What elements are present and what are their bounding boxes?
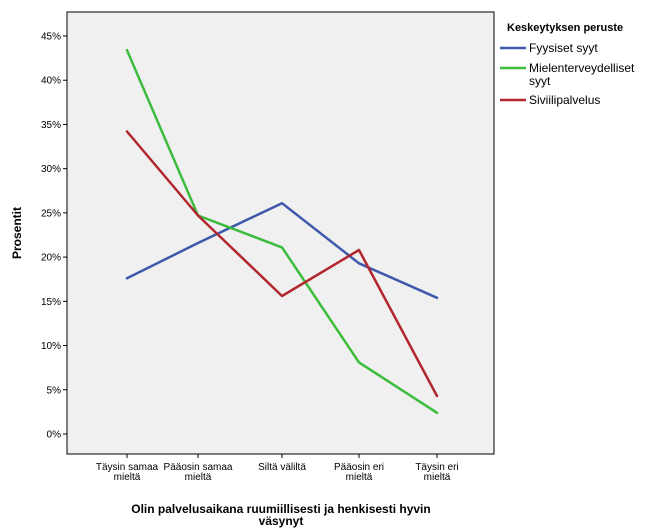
legend-label: Fyysiset syyt [529, 41, 598, 55]
plot-area [66, 11, 495, 455]
x-tick-label-line: Siltä väliltä [258, 462, 306, 473]
y-tick-label: 40% [41, 76, 61, 87]
x-tick-label-line: mieltä [346, 472, 373, 483]
y-tick-label: 35% [41, 120, 61, 131]
y-tick-label: 0% [47, 430, 62, 441]
y-tick-label: 45% [41, 32, 61, 43]
series-line-3 [125, 130, 439, 398]
legend-label-line: Fyysiset syyt [529, 41, 598, 55]
y-tick-label: 25% [41, 208, 61, 219]
legend-entry: Mielenterveydelliset syyt [500, 61, 635, 88]
x-tick-label: Pääosin eri mieltä [334, 462, 384, 483]
x-axis-title: Olin palvelusaikana ruumiillisesti ja he… [131, 502, 430, 528]
x-tick-label-line: Pääosin samaa [164, 462, 233, 473]
y-axis: 0% 5% 10% 15% 20% 25% 30% 35% 40% 45% [41, 32, 67, 441]
series-line-2 [125, 48, 439, 415]
legend-entry: Siviilipalvelus [500, 93, 600, 107]
legend-label-line: Mielenterveydelliset [529, 61, 635, 75]
y-tick-label: 10% [41, 341, 61, 352]
legend: Keskeytyksen peruste Fyysiset syyt Mielen… [500, 22, 635, 107]
legend-label-line: syyt [529, 74, 551, 88]
x-tick-label: Täysin eri mieltä [415, 462, 458, 483]
x-tick-label-line: Pääosin eri [334, 462, 384, 473]
legend-title: Keskeytyksen peruste [507, 22, 623, 34]
x-tick-label-line: Täysin eri [415, 462, 458, 473]
x-tick-label-line: mieltä [114, 472, 141, 483]
series-line-1 [125, 201, 439, 300]
x-axis-title-line: väsynyt [259, 514, 304, 528]
x-tick-label: Täysin samaa mieltä [96, 462, 159, 483]
y-tick-label: 15% [41, 297, 61, 308]
x-tick-label-line: Täysin samaa [96, 462, 159, 473]
x-tick-label-line: mieltä [424, 472, 451, 483]
legend-label-line: Siviilipalvelus [529, 93, 600, 107]
x-axis-title-line: Olin palvelusaikana ruumiillisesti ja he… [131, 502, 430, 516]
x-tick-label: Pääosin samaa mieltä [164, 462, 233, 483]
legend-label: Siviilipalvelus [529, 93, 600, 107]
y-tick-label: 5% [47, 385, 62, 396]
y-tick-label: 30% [41, 164, 61, 175]
x-axis-title-text: Olin palvelusaikana ruumiillisesti ja he… [131, 502, 430, 528]
legend-entry: Fyysiset syyt [500, 41, 598, 55]
x-tick-label: Siltä väliltä [258, 462, 306, 473]
y-tick-label: 20% [41, 253, 61, 264]
legend-label: Mielenterveydelliset syyt [529, 61, 635, 88]
x-tick-label-line: mieltä [185, 472, 212, 483]
series-layer [125, 48, 439, 415]
y-axis-title: Prosentit [10, 207, 24, 259]
